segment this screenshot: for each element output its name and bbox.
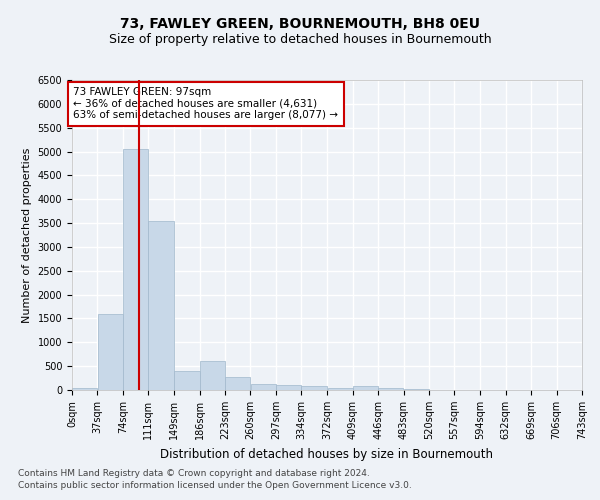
Bar: [251, 384, 275, 390]
Text: Contains public sector information licensed under the Open Government Licence v3: Contains public sector information licen…: [18, 481, 412, 490]
Bar: [353, 386, 378, 390]
Bar: [379, 388, 403, 390]
Text: Size of property relative to detached houses in Bournemouth: Size of property relative to detached ho…: [109, 32, 491, 46]
X-axis label: Distribution of detached houses by size in Bournemouth: Distribution of detached houses by size …: [161, 448, 493, 460]
Bar: [98, 314, 122, 390]
Text: 73 FAWLEY GREEN: 97sqm
← 36% of detached houses are smaller (4,631)
63% of semi-: 73 FAWLEY GREEN: 97sqm ← 36% of detached…: [73, 87, 338, 120]
Bar: [404, 389, 429, 390]
Bar: [72, 388, 97, 390]
Bar: [328, 388, 353, 390]
Bar: [225, 377, 250, 390]
Text: 73, FAWLEY GREEN, BOURNEMOUTH, BH8 0EU: 73, FAWLEY GREEN, BOURNEMOUTH, BH8 0EU: [120, 18, 480, 32]
Y-axis label: Number of detached properties: Number of detached properties: [22, 148, 32, 322]
Bar: [148, 220, 174, 390]
Text: Contains HM Land Registry data © Crown copyright and database right 2024.: Contains HM Land Registry data © Crown c…: [18, 468, 370, 477]
Bar: [175, 371, 199, 390]
Bar: [276, 385, 301, 390]
Bar: [200, 362, 225, 390]
Bar: [301, 386, 327, 390]
Bar: [123, 149, 148, 390]
